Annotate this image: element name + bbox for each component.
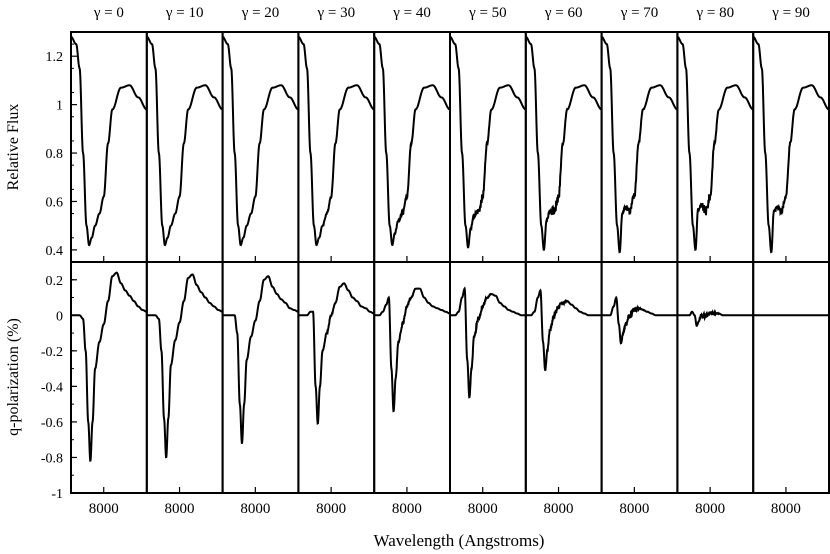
x-tick-label: 8000 — [771, 501, 801, 517]
column-header: γ = 80 — [696, 5, 735, 21]
polarization-curve — [601, 295, 678, 345]
flux-curve — [298, 35, 375, 247]
polarization-curve — [71, 271, 147, 462]
polarization-curve — [450, 286, 526, 399]
bottom-y-tick-label: -0.6 — [41, 416, 63, 431]
bottom-y-tick-label: -0.8 — [41, 451, 63, 466]
column-header: γ = 70 — [620, 5, 659, 21]
column-30: γ = 30 8000 — [297, 5, 376, 517]
top-y-tick-label: 1.2 — [46, 50, 64, 65]
column-70: γ = 70 8000 — [600, 5, 679, 517]
x-tick-label: 8000 — [89, 501, 119, 517]
column-header: γ = 10 — [165, 5, 204, 21]
bottom-panel-frame — [676, 261, 755, 494]
flux-curve — [753, 35, 830, 254]
column-header: γ = 0 — [93, 5, 124, 21]
y-axes: 0.4 0.6 0.8 1 1.2 -1 -0.8 -0.6 -0.4 -0.2 0 0.2 — [41, 43, 77, 502]
bottom-y-tick-label: 0 — [56, 309, 63, 324]
flux-curve — [71, 35, 147, 247]
y-axis-label-top: Relative Flux — [5, 104, 22, 191]
column-40: γ = 40 8000 — [373, 5, 452, 517]
polarization-curve — [374, 287, 451, 413]
x-tick-label: 8000 — [544, 501, 574, 517]
column-80: γ = 80 8000 — [676, 5, 755, 517]
top-y-tick-label: 0.8 — [46, 147, 64, 162]
bottom-y-tick-label: -0.4 — [41, 380, 63, 395]
polarization-curve — [298, 282, 375, 426]
column-60: γ = 60 8000 — [524, 5, 603, 517]
x-tick-label: 8000 — [316, 501, 346, 517]
bottom-panel-frame — [600, 261, 679, 494]
polarization-curve — [146, 273, 223, 459]
x-tick-label: 8000 — [619, 501, 649, 517]
column-header: γ = 90 — [771, 5, 810, 21]
top-y-tick-label: 0.4 — [46, 244, 64, 259]
column-header: γ = 20 — [241, 5, 280, 21]
flux-curve — [677, 35, 754, 252]
bottom-y-tick-label: -1 — [51, 487, 63, 502]
column-header: γ = 40 — [392, 5, 431, 21]
x-tick-label: 8000 — [392, 501, 422, 517]
column-header: γ = 60 — [544, 5, 583, 21]
y-axis-label-bottom: q-polarization (%) — [5, 318, 22, 436]
bottom-y-tick-label: -0.2 — [41, 345, 63, 360]
column-10: γ = 10 8000 — [145, 5, 224, 517]
polarization-curve — [677, 309, 754, 327]
polarization-curve — [525, 288, 602, 372]
polarization-curve — [222, 275, 299, 445]
column-20: γ = 20 8000 — [221, 5, 300, 517]
flux-curve — [374, 35, 451, 247]
x-tick-label: 8000 — [165, 501, 195, 517]
bottom-y-tick-label: 0.2 — [46, 274, 64, 289]
x-tick-label: 8000 — [695, 501, 725, 517]
x-axis-label: Wavelength (Angstroms) — [374, 531, 545, 550]
flux-curve — [222, 35, 299, 247]
bottom-panel-frame — [524, 261, 603, 494]
x-tick-label: 8000 — [240, 501, 270, 517]
flux-curve — [146, 35, 223, 247]
column-0: γ = 0 8000 — [70, 5, 148, 517]
flux-curve — [450, 35, 526, 249]
flux-curve — [601, 35, 678, 254]
flux-curve — [525, 35, 602, 251]
column-90: γ = 90 8000 — [752, 5, 830, 517]
column-header: γ = 50 — [468, 5, 507, 21]
top-y-tick-label: 1 — [56, 99, 63, 114]
x-tick-label: 8000 — [468, 501, 498, 517]
bottom-panel-frame — [752, 261, 830, 494]
column-50: γ = 50 8000 — [449, 5, 527, 517]
column-header: γ = 30 — [317, 5, 356, 21]
top-y-tick-label: 0.6 — [46, 195, 64, 210]
